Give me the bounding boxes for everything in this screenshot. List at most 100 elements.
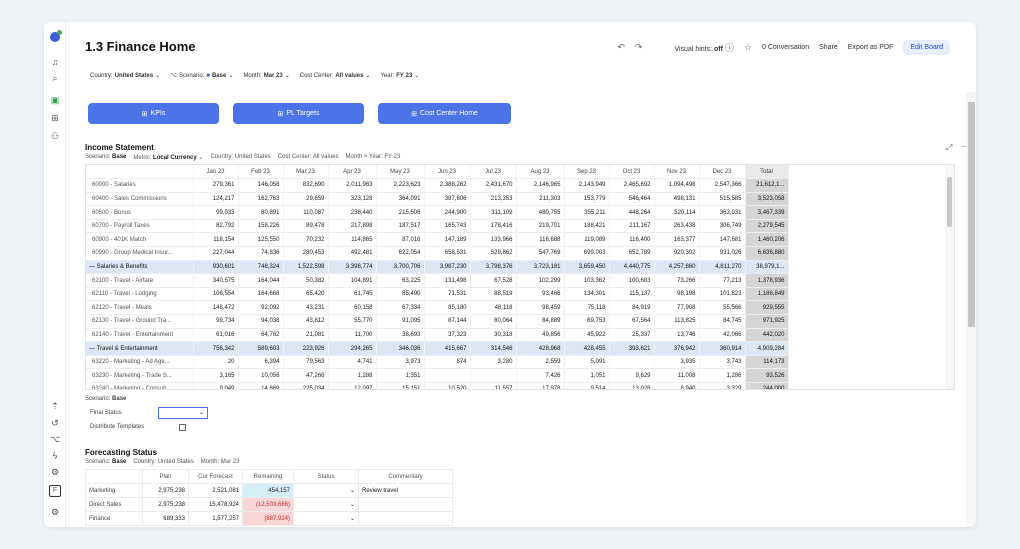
table-cell[interactable]	[609, 355, 655, 370]
table-cell[interactable]: 85,180	[424, 300, 471, 316]
table-cell[interactable]: 756,342	[193, 341, 239, 356]
table-cell[interactable]: 4,741	[328, 355, 377, 370]
table-cell[interactable]: 80,891	[238, 205, 284, 220]
table-cell[interactable]: 1,460,206	[745, 232, 789, 248]
table-cell[interactable]: 38,693	[376, 328, 425, 343]
table-cell[interactable]: 244,000	[745, 382, 789, 389]
table-cell[interactable]: 60,158	[328, 300, 377, 316]
table-cell[interactable]: 164,668	[238, 287, 284, 302]
table-cell[interactable]: 920,302	[654, 246, 700, 261]
table-cell[interactable]: 2,146,965	[516, 178, 565, 193]
table-cell[interactable]: 211,303	[516, 192, 565, 207]
table-cell[interactable]: 67,528	[470, 273, 517, 288]
table-cell[interactable]: 3,398,774	[328, 260, 377, 275]
distribute-templates-checkbox[interactable]	[179, 424, 186, 431]
table-cell[interactable]	[470, 368, 517, 383]
column-header[interactable]: Nov 23	[654, 165, 700, 180]
column-header[interactable]: Total	[745, 165, 789, 180]
table-cell[interactable]: 5,091	[564, 355, 610, 370]
table-cell[interactable]: 9,049	[193, 382, 239, 389]
row-label[interactable]: 60500 - Bonus	[86, 205, 194, 220]
row-label[interactable]: 62120 - Travel - Meals	[86, 300, 194, 316]
row-label[interactable]: 63230 - Marketing - Trade S...	[86, 368, 194, 383]
row-label[interactable]: 62130 - Travel - Ground Tra...	[86, 314, 194, 329]
table-cell[interactable]: 244,900	[424, 205, 471, 220]
table-cell[interactable]: 49,856	[516, 328, 565, 343]
table-cell[interactable]: 213,353	[470, 192, 517, 207]
column-header[interactable]: Dec 23	[699, 165, 746, 180]
table-cell[interactable]: 69,753	[564, 314, 610, 329]
table-cell[interactable]: 116,400	[609, 232, 655, 248]
table-cell[interactable]: 3,329	[699, 382, 746, 389]
table-cell[interactable]: 74,836	[238, 246, 284, 261]
table-cell[interactable]: 223,926	[283, 341, 329, 356]
status-select[interactable]: ⌄	[293, 483, 359, 498]
table-cell[interactable]: 1,094,498	[654, 178, 700, 193]
table-cell[interactable]: 355,211	[564, 205, 610, 220]
table-cell[interactable]: 6,636,880	[745, 246, 789, 261]
table-cell[interactable]: 148,472	[193, 300, 239, 316]
bell-icon[interactable]: ♫	[51, 57, 59, 67]
table-cell[interactable]: 2,431,670	[470, 178, 517, 193]
table-cell[interactable]: 346,036	[376, 341, 425, 356]
search-icon[interactable]: ⌕	[52, 73, 58, 83]
table-cell[interactable]: 102,299	[516, 273, 565, 288]
table-cell[interactable]: 15,478,924	[188, 497, 243, 512]
table-cell[interactable]: 178,416	[470, 219, 517, 234]
table-cell[interactable]: 147,681	[699, 232, 746, 248]
table-cell[interactable]: 280,453	[283, 246, 329, 261]
table-cell[interactable]: 91,095	[376, 314, 425, 329]
table-cell[interactable]: 931,026	[699, 246, 746, 261]
table-cell[interactable]: 61,745	[328, 287, 377, 302]
table-cell[interactable]: 67,564	[609, 314, 655, 329]
table-cell[interactable]: 393,621	[609, 341, 655, 356]
table-cell[interactable]: Marketing	[85, 483, 143, 498]
table-cell[interactable]: 2,388,262	[424, 178, 471, 193]
table-cell[interactable]: 17,978	[516, 382, 565, 389]
table-cell[interactable]: 134,301	[564, 287, 610, 302]
formula-icon[interactable]: F	[49, 485, 61, 497]
table-cell[interactable]: 227,044	[193, 246, 239, 261]
filter-country[interactable]: Country: United States ⌄	[90, 72, 161, 80]
table-cell[interactable]: 87,016	[376, 232, 425, 248]
table-cell[interactable]: 87,144	[424, 314, 471, 329]
table-cell[interactable]: 279,361	[193, 178, 239, 193]
table-cell[interactable]: Finance	[85, 511, 143, 526]
export-link[interactable]: Export as PDF	[847, 44, 894, 51]
table-cell[interactable]: 4,440,775	[609, 260, 655, 275]
table-cell[interactable]: 25,337	[609, 328, 655, 343]
table-cell[interactable]: 2,975,238	[142, 497, 189, 512]
table-cell[interactable]: 99,734	[193, 314, 239, 329]
table-cell[interactable]: 38,979,1...	[745, 260, 789, 275]
table-cell[interactable]: 110,087	[283, 205, 329, 220]
table-cell[interactable]: 2,465,692	[609, 178, 655, 193]
table-cell[interactable]: 114,865	[328, 232, 377, 248]
row-label[interactable]: 62110 - Travel - Lodging	[86, 287, 194, 302]
table-cell[interactable]: 3,935	[654, 355, 700, 370]
filter-cost-center[interactable]: Cost Center: All values ⌄	[299, 72, 371, 80]
table-cell[interactable]: 84,745	[699, 314, 746, 329]
table-cell[interactable]: 93,526	[745, 368, 789, 383]
table-cell[interactable]: 219,701	[516, 219, 565, 234]
edit-board-button[interactable]: Edit Board	[903, 40, 950, 55]
table-cell[interactable]: 85,490	[376, 287, 425, 302]
table-cell[interactable]: 9,629	[609, 368, 655, 383]
table-cell[interactable]: 10,056	[238, 368, 284, 383]
column-header[interactable]: Sep 23	[564, 165, 610, 180]
table-cell[interactable]: 43,812	[283, 314, 329, 329]
table-cell[interactable]: 376,942	[654, 341, 700, 356]
table-cell[interactable]: 364,091	[376, 192, 425, 207]
star-icon[interactable]: ☆	[743, 42, 753, 52]
row-label[interactable]: 63220 - Marketing - Ad Age...	[86, 355, 194, 370]
table-cell[interactable]: 699,003	[564, 246, 610, 261]
table-cell[interactable]: 15,151	[376, 382, 425, 389]
table-cell[interactable]: 306,749	[699, 219, 746, 234]
table-cell[interactable]: 20	[193, 355, 239, 370]
table-cell[interactable]: 323,128	[328, 192, 377, 207]
table-cell[interactable]: 2,975,238	[142, 483, 189, 498]
commentary-cell[interactable]: Review travel	[358, 483, 453, 498]
table-cell[interactable]: 3,700,706	[376, 260, 425, 275]
table-cell[interactable]: 1,522,598	[283, 260, 329, 275]
table-cell[interactable]: 480,755	[516, 205, 565, 220]
table-cell[interactable]: 12,097	[328, 382, 377, 389]
